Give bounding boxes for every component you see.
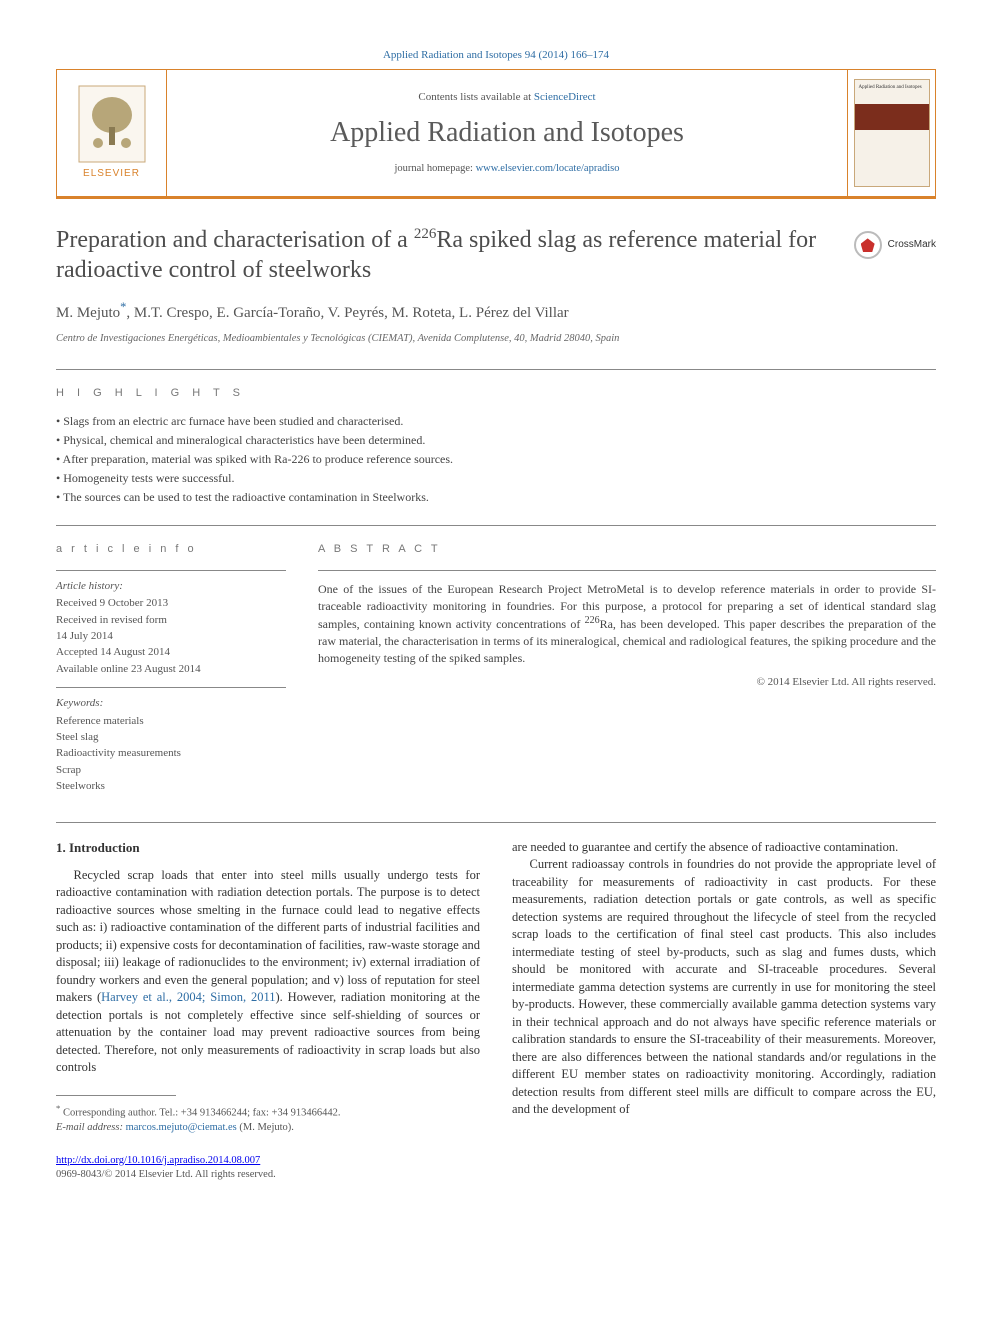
article-history: Received 9 October 2013 Received in revi… xyxy=(56,596,286,677)
email-footnote: E-mail address: marcos.mejuto@ciemat.es … xyxy=(56,1121,480,1136)
crossmark-badge[interactable]: CrossMark xyxy=(854,231,936,259)
divider xyxy=(318,570,936,571)
section-heading: 1. Introduction xyxy=(56,839,480,857)
body-paragraph: Recycled scrap loads that enter into ste… xyxy=(56,867,480,1077)
header-center: Contents lists available at ScienceDirec… xyxy=(167,70,847,196)
elsevier-tree-icon xyxy=(78,85,146,163)
history-label: Article history: xyxy=(56,579,286,594)
highlight-item: Homogeneity tests were successful. xyxy=(56,470,936,487)
page-footer: http://dx.doi.org/10.1016/j.apradiso.201… xyxy=(56,1154,936,1183)
highlights-label: H I G H L I G H T S xyxy=(56,386,936,401)
homepage-link[interactable]: www.elsevier.com/locate/apradiso xyxy=(476,163,620,174)
body-paragraph: Current radioassay controls in foundries… xyxy=(512,856,936,1119)
journal-reference: Applied Radiation and Isotopes 94 (2014)… xyxy=(56,48,936,63)
thumb-title: Applied Radiation and Isotopes xyxy=(859,84,925,91)
highlight-item: Slags from an electric arc furnace have … xyxy=(56,413,936,430)
issn-line: 0969-8043/© 2014 Elsevier Ltd. All right… xyxy=(56,1168,936,1183)
journal-name: Applied Radiation and Isotopes xyxy=(330,113,684,152)
journal-header: ELSEVIER Contents lists available at Sci… xyxy=(56,69,936,197)
article-info-label: a r t i c l e i n f o xyxy=(56,542,286,557)
thumb-band xyxy=(855,104,929,130)
body-paragraph: are needed to guarantee and certify the … xyxy=(512,839,936,857)
publisher-label: ELSEVIER xyxy=(83,167,140,181)
crossmark-icon xyxy=(854,231,882,259)
article-title: Preparation and characterisation of a 22… xyxy=(56,225,838,285)
divider xyxy=(56,687,286,688)
highlight-item: The sources can be used to test the radi… xyxy=(56,489,936,506)
highlights: Slags from an electric arc furnace have … xyxy=(56,413,936,505)
keywords-label: Keywords: xyxy=(56,696,286,711)
homepage-prefix: journal homepage: xyxy=(395,163,476,174)
divider xyxy=(56,369,936,370)
divider xyxy=(56,822,936,823)
contents-prefix: Contents lists available at xyxy=(418,91,533,103)
sciencedirect-link[interactable]: ScienceDirect xyxy=(534,91,596,103)
crossmark-label: CrossMark xyxy=(888,238,936,252)
corresponding-footnote: * Corresponding author. Tel.: +34 913466… xyxy=(56,1102,480,1121)
body-columns: 1. Introduction Recycled scrap loads tha… xyxy=(56,839,936,1136)
abstract: One of the issues of the European Resear… xyxy=(318,581,936,667)
citation-link[interactable]: Harvey et al., 2004; Simon, 2011 xyxy=(101,990,275,1004)
orange-rule xyxy=(56,197,936,199)
abstract-label: A B S T R A C T xyxy=(318,542,936,557)
divider xyxy=(56,525,936,526)
divider xyxy=(56,570,286,571)
highlight-item: After preparation, material was spiked w… xyxy=(56,451,936,468)
affiliation: Centro de Investigaciones Energéticas, M… xyxy=(56,332,936,347)
highlight-item: Physical, chemical and mineralogical cha… xyxy=(56,432,936,449)
authors: M. Mejuto*, M.T. Crespo, E. García-Torañ… xyxy=(56,299,936,324)
email-link[interactable]: marcos.mejuto@ciemat.es xyxy=(126,1122,237,1133)
journal-cover-thumb: Applied Radiation and Isotopes xyxy=(847,70,935,196)
footnote-rule xyxy=(56,1095,176,1096)
publisher-logo: ELSEVIER xyxy=(57,70,167,196)
doi-link[interactable]: http://dx.doi.org/10.1016/j.apradiso.201… xyxy=(56,1155,260,1166)
keywords: Reference materials Steel slag Radioacti… xyxy=(56,714,286,795)
copyright: © 2014 Elsevier Ltd. All rights reserved… xyxy=(318,675,936,690)
